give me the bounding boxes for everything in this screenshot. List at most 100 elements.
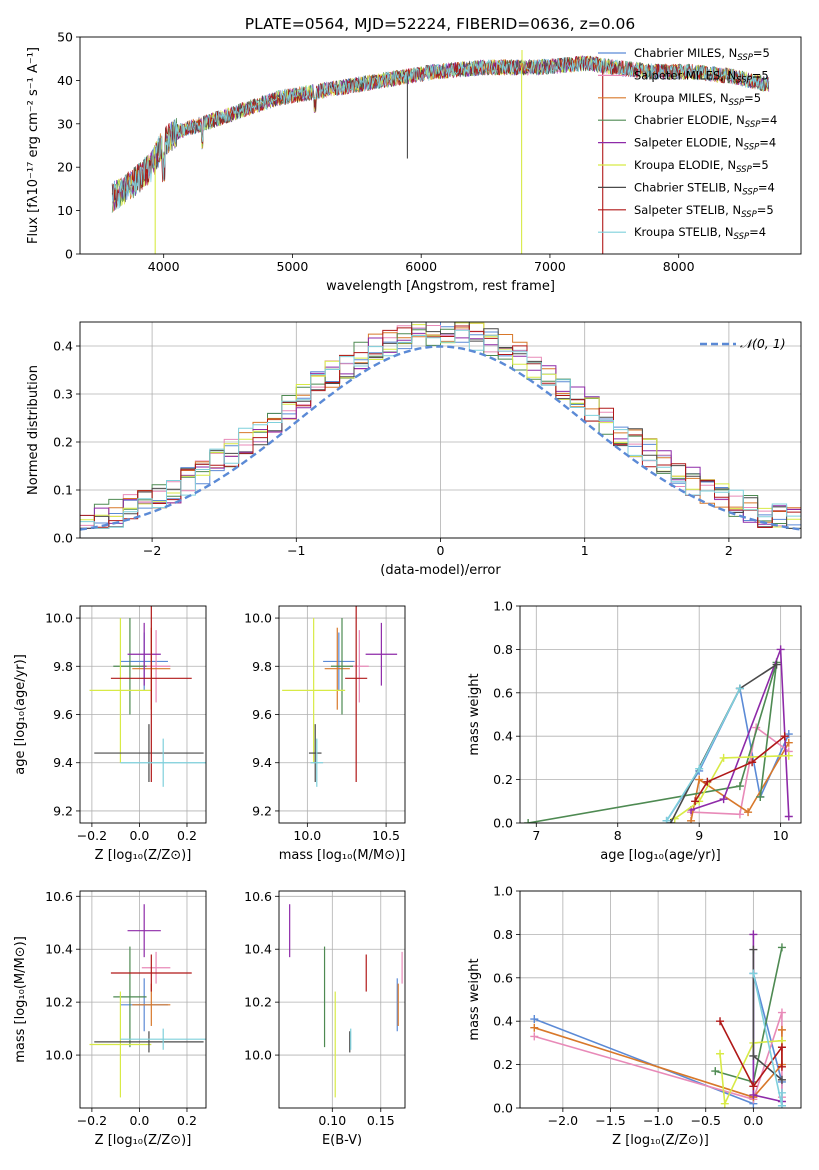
residuals-panel: −2 −1 0 1 2 0.0 0.1 0.2 0.3 0.4 (data-model)/error… — [26, 321, 802, 578]
y-tick-label: 10.0 — [45, 1048, 73, 1063]
legend-label-sub: SSP — [736, 165, 752, 175]
legend-label-chabrier-elodie: Chabrier ELODIE, NSSP=4 — [634, 113, 777, 130]
y-tick-label: 9.8 — [53, 659, 73, 674]
legend-label-salpeter-elodie: Salpeter ELODIE, NSSP=4 — [634, 136, 776, 153]
weight-line-chabrier-elodie — [527, 661, 778, 823]
y-tick-label: 0.4 — [493, 1014, 513, 1029]
weight-marker-chabrier-stelib — [749, 945, 758, 954]
x-tick-label: 8 — [614, 828, 622, 843]
spectrum-plot-area — [111, 50, 770, 254]
x-tick-label: 10.5 — [372, 828, 400, 843]
x-tick-label: −2.0 — [548, 1113, 578, 1128]
axes-frame — [519, 890, 802, 1109]
x-tick-label: 0.2 — [177, 828, 197, 843]
y-axis-label: mass weight — [467, 673, 482, 755]
figure-title: PLATE=0564, MJD=52224, FIBERID=0636, z=0… — [245, 15, 635, 33]
weight-marker-salpeter-stelib — [703, 777, 712, 786]
weight-marker-chabrier-elodie — [756, 792, 765, 801]
y-tick-label: 10.0 — [244, 1048, 272, 1063]
y-tick-label: 10 — [57, 203, 73, 218]
age-vs-mass-plot-area — [282, 606, 398, 787]
weight-marker-chabrier-stelib — [772, 660, 781, 669]
weight-marker-chabrier-elodie — [711, 1067, 720, 1076]
y-tick-label: 10.0 — [45, 611, 73, 626]
legend-label-tail: =5 — [752, 158, 769, 172]
mass-vs-z-panel: −0.2 0.0 0.2 10.0 10.2 10.4 10.6 Z [log₁₀(Z/Z⊙)… — [13, 889, 207, 1148]
age-vs-mass-panel: 10.0 10.5 9.2 9.4 9.6 9.8 10.0 mass [log₁₀(M/M⊙… — [244, 605, 406, 863]
weight-marker-kroupa-elodie — [720, 1099, 729, 1108]
residuals-legend: 𝒩(0, 1) — [700, 336, 786, 351]
axes-frame — [79, 605, 207, 824]
x-tick-label: 5000 — [277, 259, 309, 274]
y-tick-label: 0.2 — [493, 1057, 513, 1072]
x-tick-label: 4000 — [148, 259, 180, 274]
y-tick-label: 0.3 — [53, 387, 73, 402]
legend-label-sub: SSP — [736, 75, 752, 85]
massweight-vs-z-plot-area — [530, 930, 786, 1108]
y-tick-label: 0.1 — [53, 483, 73, 498]
x-tick-label: 6000 — [405, 259, 437, 274]
y-tick-label: 9.2 — [252, 803, 272, 818]
y-tick-label: 0.0 — [493, 1101, 513, 1116]
legend-label-text: Chabrier MILES, N — [634, 46, 737, 60]
legend-label-tail: =4 — [749, 225, 766, 239]
legend-label-text: Chabrier ELODIE, N — [634, 113, 745, 127]
y-tick-label: 0.0 — [493, 816, 513, 831]
legend-label-normal: 𝒩(0, 1) — [740, 336, 786, 351]
spectrum-kroupa-stelib-line — [111, 55, 770, 210]
spectrum-panel: 4000 5000 6000 7000 8000 0 10 20 30 40 50 wavelengt… — [26, 30, 802, 294]
y-tick-label: 50 — [57, 30, 73, 45]
plots-layer: 4000 5000 6000 7000 800001020304050wavelengt… — [13, 30, 802, 1148]
weight-marker-salpeter-miles — [530, 1032, 539, 1041]
x-axis-label: age [log₁₀(age/yr)] — [600, 848, 721, 863]
x-axis-label: Z [log₁₀(Z/Z⊙)] — [612, 1133, 709, 1148]
x-tick-label: −0.2 — [77, 1113, 107, 1128]
legend-label-text: Salpeter STELIB, N — [634, 203, 741, 217]
weight-marker-chabrier-miles — [784, 730, 793, 739]
legend-label-text: Salpeter ELODIE, N — [634, 136, 744, 150]
legend-label-sub: SSP — [729, 98, 745, 108]
x-axis-label: mass [log₁₀(M/M⊙)] — [279, 848, 406, 863]
weight-marker-kroupa-elodie — [784, 751, 793, 760]
y-axis-label: mass weight — [467, 958, 482, 1040]
weight-marker-salpeter-stelib — [780, 732, 789, 741]
axes-frame — [79, 890, 207, 1109]
y-tick-label: 9.4 — [53, 755, 73, 770]
legend-label-text: Kroupa STELIB, N — [634, 225, 734, 239]
legend-label-salpeter-miles: Salpeter MILES, NSSP=5 — [634, 68, 769, 85]
weight-marker-salpeter-stelib — [716, 1017, 725, 1026]
y-axis-label: age [log₁₀(age/yr)] — [13, 654, 28, 775]
massweight-vs-age-plot-area — [524, 645, 793, 823]
weight-marker-salpeter-elodie — [784, 812, 793, 821]
y-tick-label: 10.6 — [45, 889, 73, 904]
weight-marker-salpeter-elodie — [749, 930, 758, 939]
weight-marker-kroupa-miles — [744, 808, 753, 817]
x-axis-label: Z [log₁₀(Z/Z⊙)] — [95, 1133, 192, 1148]
weight-marker-salpeter-miles — [777, 1008, 786, 1017]
x-tick-label: −1.0 — [643, 1113, 673, 1128]
weight-marker-salpeter-stelib — [748, 758, 757, 767]
y-tick-label: 0.6 — [493, 970, 513, 985]
y-tick-label: 9.6 — [53, 707, 73, 722]
x-tick-label: 7000 — [534, 259, 566, 274]
legend-label-tail: =4 — [759, 136, 776, 150]
weight-marker-chabrier-elodie — [777, 943, 786, 952]
legend-label-tail: =5 — [744, 91, 761, 105]
mass-vs-z-plot-area — [89, 904, 206, 1098]
legend-label-kroupa-elodie: Kroupa ELODIE, NSSP=5 — [634, 158, 769, 175]
y-tick-label: 0 — [65, 247, 73, 262]
histogram-kroupa-stelib — [80, 329, 801, 538]
legend-label-sub: SSP — [742, 187, 758, 197]
legend-label-sub: SSP — [741, 210, 757, 220]
axes-frame — [278, 605, 406, 824]
x-tick-label: 8000 — [663, 259, 695, 274]
weight-marker-salpeter-elodie — [719, 795, 728, 804]
weight-marker-salpeter-elodie — [776, 645, 785, 654]
weight-marker-chabrier-stelib — [777, 1075, 786, 1084]
age-vs-z-plot-area — [89, 606, 206, 787]
weight-marker-kroupa-stelib — [777, 1088, 786, 1097]
weight-marker-kroupa-stelib — [735, 684, 744, 693]
x-tick-label: −1.5 — [595, 1113, 625, 1128]
